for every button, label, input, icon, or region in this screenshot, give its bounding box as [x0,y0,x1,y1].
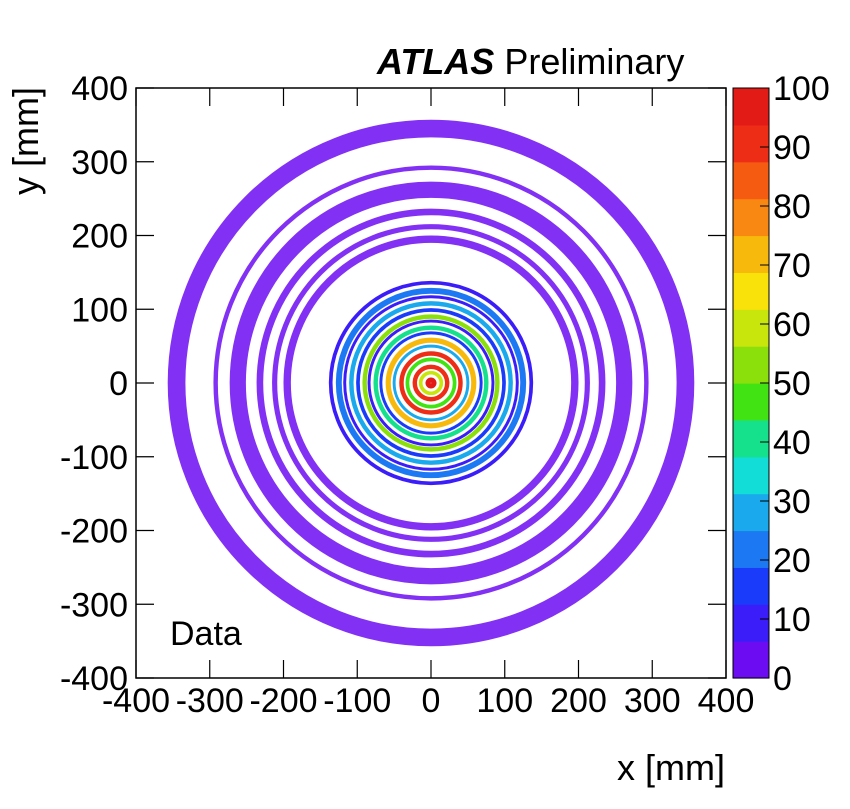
x-axis-title: x [mm] [617,747,725,788]
color-scale-swatch [733,235,769,273]
color-scale-tick-label: 90 [773,129,811,167]
color-scale-swatch [733,124,769,163]
occupancy-ring-10 [349,301,513,465]
experiment-label: ATLAS Preliminary [377,42,684,82]
occupancy-ring-4 [256,208,606,558]
occupancy-ring-20 [412,364,450,402]
occupancy-ring-12 [362,314,500,452]
color-scale-swatch [733,272,769,310]
occupancy-ring-3 [229,181,633,585]
color-scale-tick-label: 40 [773,424,811,462]
color-scale-swatch [733,456,769,495]
occupancy-ring-2 [213,165,649,601]
x-tick-label: -300 [176,682,244,720]
occupancy-ring-16 [385,337,477,429]
color-scale-tick-label: 60 [773,306,811,344]
color-scale-swatch [733,641,769,679]
color-scale-tick-label: 20 [773,542,811,580]
y-tick-label: -400 [60,660,128,698]
occupancy-ring-17 [392,344,470,422]
x-tick-label: -400 [102,682,170,720]
color-scale-tick-label: 70 [773,247,811,285]
color-scale-tick-label: 80 [773,188,811,226]
y-tick-label: 0 [109,365,128,403]
y-tick-label: -100 [60,439,128,477]
y-tick-label: 100 [71,291,128,329]
occupancy-ring-8 [335,287,527,479]
y-axis: -400 -300 -200 -100 0 100 200 300 400 [60,70,726,698]
occupancy-ring-14 [373,325,489,441]
color-scale-tick-label: 10 [773,601,811,639]
occupancy-ring-1 [167,119,695,647]
y-tick-label: 300 [71,144,128,182]
color-scale-swatch [733,604,769,642]
occupancy-ring-13 [367,319,495,447]
y-tick-label: 400 [71,70,128,108]
y-tick-label: -200 [60,513,128,551]
plot-area [167,119,695,647]
color-scale [732,87,770,679]
color-scale-tick-label: 50 [773,365,811,403]
color-scale-tick-label: 30 [773,483,811,521]
occupancy-ring-22 [425,377,437,389]
color-scale-swatch [733,198,769,237]
occupancy-ring-19 [405,357,457,409]
data-annotation: Data [170,615,242,653]
color-scale-swatch [733,383,769,421]
color-scale-tick-label: 0 [773,660,792,698]
x-axis: -400 -300 -200 -100 0 100 200 300 400 [102,88,754,720]
occupancy-ring-6 [283,235,579,531]
occupancy-ring-15 [379,331,483,435]
color-scale-swatch [733,567,769,605]
color-scale-swatch [733,493,769,532]
experiment-status: Preliminary [504,41,685,82]
occupancy-ring-5 [272,224,590,542]
color-scale-swatch [733,419,769,458]
y-tick-label: -300 [60,586,128,624]
color-scale-swatch [733,530,769,568]
x-tick-label: 400 [698,682,755,720]
x-tick-label: -100 [323,682,391,720]
color-scale-axis: 0 10 20 30 40 50 60 70 80 90 100 [760,70,830,698]
x-tick-label: 0 [422,682,441,720]
color-scale-tick-label: 100 [773,70,830,108]
occupancy-ring-7 [328,280,534,486]
x-tick-label: 100 [476,682,533,720]
experiment-name: ATLAS [377,41,495,82]
x-tick-label: 300 [624,682,681,720]
color-scale-swatch [733,309,769,347]
occupancy-ring-18 [399,351,463,415]
y-tick-label: 200 [71,218,128,256]
x-tick-label: -200 [249,682,317,720]
y-axis-title: y [mm] [5,87,46,195]
occupancy-ring-9 [343,295,519,471]
plot-frame [135,87,727,679]
x-tick-label: 200 [550,682,607,720]
color-scale-swatch [733,161,769,200]
occupancy-ring-11 [356,308,506,458]
color-scale-swatch [733,346,769,384]
occupancy-ring-21 [418,370,444,396]
color-scale-swatch [733,88,769,126]
